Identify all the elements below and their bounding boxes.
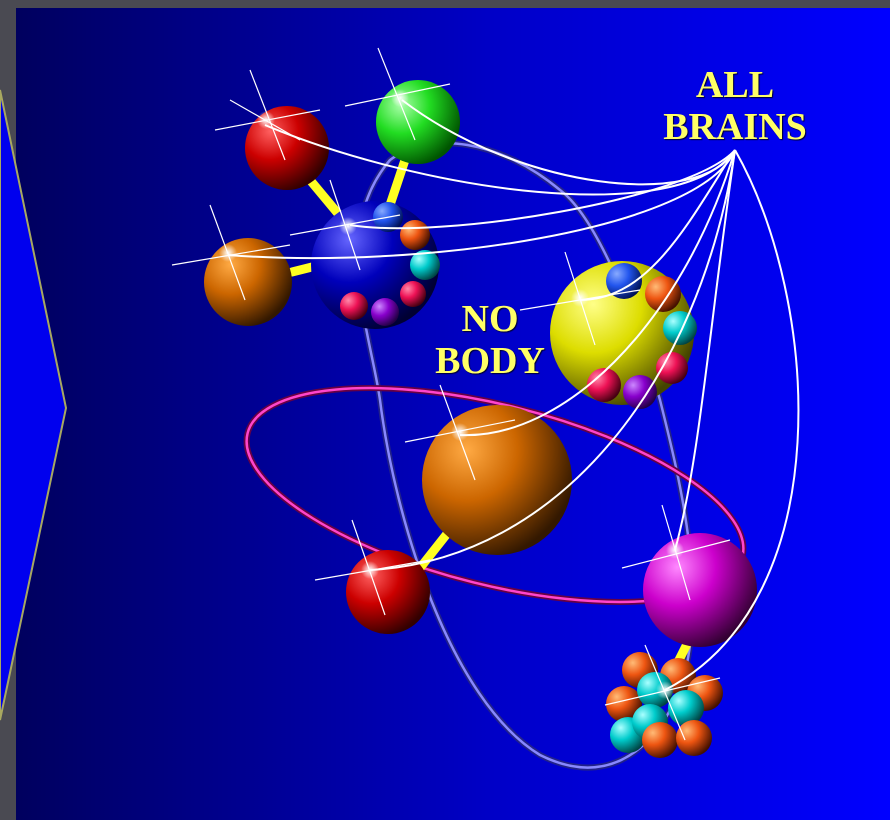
left-chevron — [0, 89, 68, 721]
all-brains-line-2: BRAINS — [663, 106, 807, 148]
sparkle-magenta — [621, 504, 731, 601]
sphere-magenta — [643, 533, 757, 647]
molecule-cluster — [606, 652, 723, 758]
all-brains-line-1: ALL — [695, 64, 775, 106]
sphere-large-orange — [422, 405, 572, 555]
sparkle-orange-left — [171, 204, 291, 301]
all-brains-label: ALL BRAINS — [640, 64, 830, 148]
no-body-line-1: NO — [461, 298, 519, 340]
sparkles — [171, 47, 731, 741]
sphere-green — [376, 80, 460, 164]
sparkle-molecule — [604, 644, 721, 741]
no-body-line-2: BODY — [435, 340, 545, 382]
no-body-label: NO BODY — [410, 298, 570, 382]
sparkle-green — [344, 47, 451, 141]
sparkle-blue — [289, 179, 401, 271]
sparkle-red-bottom — [314, 519, 431, 616]
sparkle-red-top — [214, 69, 321, 161]
sparkle-yellow — [519, 251, 641, 346]
sphere-orange-left — [204, 238, 292, 326]
sparkle-large-orange — [404, 384, 516, 481]
